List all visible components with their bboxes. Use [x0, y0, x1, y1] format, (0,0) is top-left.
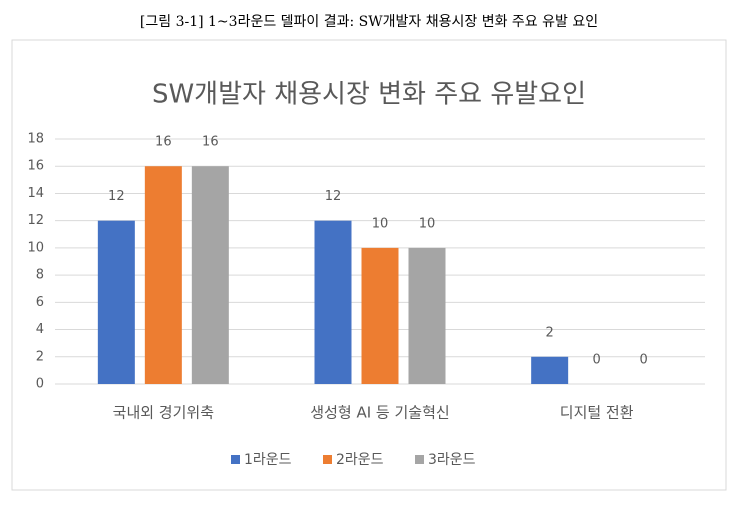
y-tick-label: 2 — [36, 349, 44, 364]
legend-label: 2라운드 — [336, 452, 384, 468]
bar — [408, 247, 446, 384]
y-tick-label: 6 — [36, 295, 44, 310]
bar — [97, 220, 135, 384]
value-label: 0 — [593, 353, 601, 368]
x-tick-label: 생성형 AI 등 기술혁신 — [310, 404, 449, 422]
legend-label: 1라운드 — [244, 452, 292, 468]
legend-label: 3라운드 — [428, 452, 476, 468]
y-tick-label: 8 — [36, 268, 44, 283]
value-label: 16 — [202, 135, 219, 150]
value-label: 2 — [546, 325, 554, 340]
chart-title: SW개발자 채용시장 변화 주요 유발요인 — [152, 80, 586, 110]
x-tick-label: 국내외 경기위축 — [113, 404, 214, 422]
value-label: 0 — [640, 353, 648, 368]
figure-caption: [그림 3-1] 1~3라운드 델파이 결과: SW개발자 채용시장 변화 주요… — [140, 14, 598, 30]
x-tick-label: 디지털 전환 — [560, 404, 634, 422]
y-tick-label: 0 — [36, 377, 44, 392]
value-label: 12 — [325, 189, 342, 204]
y-tick-label: 14 — [27, 186, 44, 201]
value-label: 10 — [372, 216, 389, 231]
y-tick-label: 12 — [27, 213, 44, 228]
value-label: 10 — [419, 216, 436, 231]
bar — [361, 247, 399, 384]
bar — [314, 220, 352, 384]
bar — [191, 166, 229, 384]
bar — [531, 356, 569, 384]
value-label: 16 — [155, 135, 172, 150]
y-tick-label: 18 — [27, 132, 44, 147]
legend-swatch — [323, 455, 332, 464]
y-tick-label: 4 — [36, 322, 44, 337]
legend-swatch — [231, 455, 240, 464]
y-tick-label: 16 — [27, 159, 44, 174]
y-tick-label: 10 — [27, 240, 44, 255]
legend-swatch — [415, 455, 424, 464]
bar — [144, 166, 182, 384]
value-label: 12 — [108, 189, 125, 204]
